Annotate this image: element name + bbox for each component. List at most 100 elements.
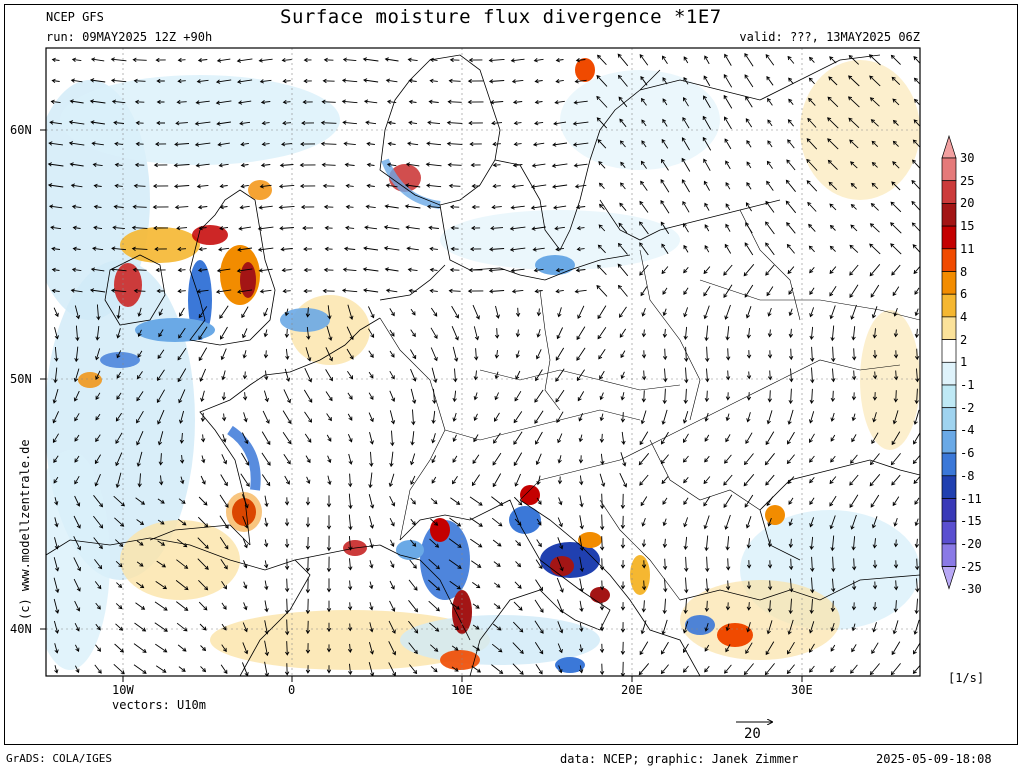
wind-vector (683, 388, 688, 404)
wind-vector (620, 412, 626, 423)
wind-vector (828, 181, 838, 191)
wind-vector (177, 78, 186, 84)
wind-vector (488, 79, 505, 84)
wind-vector (787, 139, 795, 149)
wind-vector (576, 246, 585, 252)
wind-vector (555, 57, 564, 63)
wind-vector (490, 226, 504, 231)
wind-vector (851, 602, 857, 611)
wind-vector (469, 496, 483, 506)
wind-vector (872, 602, 878, 611)
wind-vector (557, 433, 563, 444)
wind-vector (744, 74, 754, 88)
wind-vector (281, 57, 292, 63)
wind-vector (305, 665, 311, 674)
wind-vector (787, 55, 795, 64)
wind-vector (348, 558, 353, 571)
wind-vector (472, 582, 481, 589)
wind-vector (891, 76, 901, 86)
wind-vector (809, 455, 815, 463)
wind-vector (199, 368, 207, 382)
wind-vector (383, 225, 400, 230)
wind-vector (303, 389, 313, 403)
wind-vector (641, 390, 646, 403)
wind-vector (574, 79, 587, 84)
wind-vector (620, 161, 626, 168)
wind-vector (306, 326, 311, 340)
wind-vector (829, 224, 836, 231)
wind-vector (196, 289, 209, 294)
wind-vector (49, 120, 62, 125)
wind-vector (576, 369, 585, 382)
wind-vector (620, 622, 626, 633)
wind-vector (871, 140, 879, 148)
wind-vector (410, 308, 416, 316)
wind-vector (410, 349, 417, 360)
wind-vector (155, 581, 168, 590)
wind-vector (135, 141, 144, 147)
wind-vector (115, 432, 123, 444)
wind-vector (389, 539, 395, 547)
wind-vector (472, 454, 480, 465)
wind-vector (51, 288, 60, 294)
wind-vector (219, 305, 229, 319)
wind-vector (305, 455, 311, 464)
wind-vector (157, 369, 165, 382)
wind-vector (683, 477, 689, 484)
colorbar-level-label: 15 (960, 219, 975, 234)
wind-vector (115, 560, 123, 568)
wind-vector (704, 412, 709, 422)
wind-vector (240, 162, 249, 168)
wind-vector (869, 453, 880, 466)
wind-vector (870, 284, 880, 298)
wind-vector (388, 641, 397, 656)
wind-vector (639, 200, 649, 213)
wind-vector (555, 288, 564, 294)
map-border (45, 47, 921, 677)
wind-vector (890, 222, 902, 234)
wind-vector (620, 581, 626, 590)
wind-vector (242, 350, 247, 359)
wind-vector (599, 663, 605, 676)
wind-vector (54, 537, 59, 550)
wind-vector (492, 162, 501, 168)
wind-vector (744, 284, 754, 298)
wind-vector (598, 161, 606, 169)
wind-vector (409, 664, 418, 675)
wind-vector (829, 305, 836, 320)
wind-vector (600, 493, 605, 510)
wind-vector (200, 666, 207, 673)
wind-vector (260, 163, 271, 168)
wind-vector (407, 57, 418, 62)
wind-vector (911, 222, 920, 232)
wind-vector (639, 474, 649, 486)
wind-vector (808, 97, 816, 106)
wind-vector (849, 284, 859, 298)
wind-vector (745, 516, 752, 529)
wind-vector (746, 602, 752, 611)
wind-vector (154, 622, 168, 632)
wind-vector (94, 664, 102, 674)
wind-vector (787, 119, 794, 127)
wind-vector (579, 475, 584, 486)
wind-vector (115, 472, 122, 489)
wind-vector (324, 246, 333, 252)
wind-vector (533, 58, 544, 63)
wind-vector (765, 242, 775, 256)
wind-vector (472, 645, 481, 651)
wind-vector (913, 642, 920, 655)
wind-vector (831, 578, 836, 593)
wind-vector (847, 96, 860, 108)
wind-vector (534, 410, 544, 424)
wind-vector (51, 267, 60, 273)
wind-vector (347, 304, 354, 321)
wind-vector (725, 370, 731, 381)
wind-vector (851, 392, 857, 401)
wind-vector (599, 536, 605, 551)
wind-vector (175, 121, 188, 126)
wind-vector (284, 475, 290, 485)
wind-vector (703, 515, 710, 530)
wind-vector (173, 184, 190, 189)
wind-vector (157, 498, 165, 504)
wind-vector (369, 451, 374, 467)
